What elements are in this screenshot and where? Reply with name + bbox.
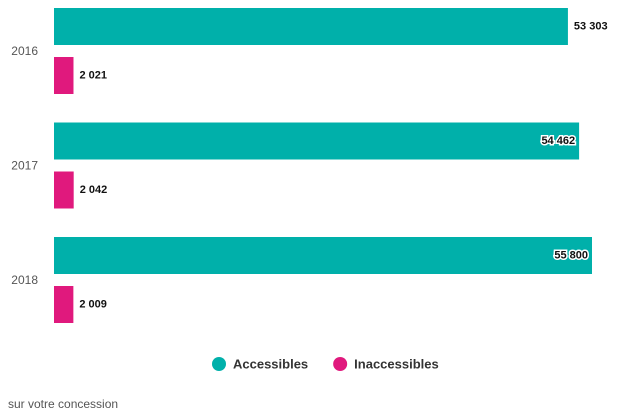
value-label: 53 303 [574,20,608,32]
bar [54,57,74,94]
y-tick-label: 2016 [11,44,38,58]
bar [54,8,568,45]
legend-label: Inaccessibles [354,356,439,371]
bar [54,237,592,274]
legend-swatch [212,357,226,371]
bar [54,171,74,209]
value-label: 2 009 [79,298,107,310]
legend-label: Accessibles [233,356,308,371]
bar [54,286,74,323]
value-label: 2 021 [79,69,107,81]
y-tick-label: 2018 [11,273,38,287]
legend-swatch [333,357,348,371]
footnote: sur votre concession [8,397,118,411]
y-tick-label: 2017 [11,159,38,173]
bar [54,122,580,160]
value-label: 55 800 [554,249,588,261]
value-label: 2 042 [80,184,108,196]
value-label: 54 462 [541,135,575,147]
